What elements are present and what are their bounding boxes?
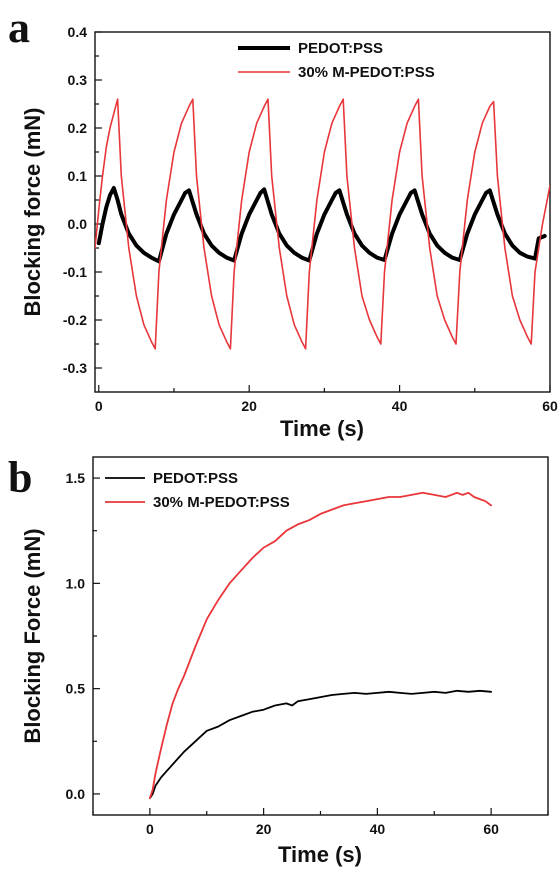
- panel-b-series-lines: [148, 491, 493, 800]
- panel-a-x-tick-label: 0: [95, 398, 103, 414]
- panel-a-series-line-0: [96, 186, 547, 264]
- panel-a-y-axis-title: Blocking force (mN): [20, 107, 45, 316]
- panel-a-series-line-1: [95, 98, 550, 350]
- panel-b-x-tick-label: 40: [370, 821, 386, 837]
- panel-a-y-tick-label: 0.1: [68, 168, 88, 184]
- panel-b-series-line-1: [148, 491, 493, 800]
- panel-b-y-axis-title: Blocking Force (mN): [20, 528, 45, 743]
- panel-b: b 0 20 40 60 0.0 0.5 1.0 1.5 PEDOT:PSS 30% M-PED…: [8, 453, 549, 867]
- panel-a-x-tick-label: 60: [542, 398, 558, 414]
- panel-b-x-tick-label: 20: [256, 821, 272, 837]
- panel-a-x-tick-label: 20: [241, 398, 257, 414]
- panel-a-plot-frame: [94, 31, 551, 393]
- panel-b-legend-label-1: 30% M-PEDOT:PSS: [153, 494, 290, 511]
- panel-a: a 0 20 40 60 -0.3 -0.2 -0.1 0.0 0.1 0.2 0.3 0.4 PED…: [8, 3, 558, 441]
- panel-a-x-tick-label: 40: [392, 398, 408, 414]
- panel-a-y-tick-label: 0.4: [68, 24, 88, 40]
- panel-a-y-tick-label: -0.2: [63, 312, 87, 328]
- panel-a-axis-ticks: [95, 31, 551, 392]
- panel-b-y-tick-label: 1.5: [66, 470, 86, 486]
- panel-b-y-tick-label: 0.0: [66, 786, 86, 802]
- panel-a-letter: a: [8, 3, 30, 52]
- panel-b-series-line-0: [148, 689, 493, 800]
- panel-b-x-tick-label: 60: [483, 821, 499, 837]
- panel-a-y-tick-label: -0.3: [63, 360, 87, 376]
- panel-a-legend-label-0: PEDOT:PSS: [298, 40, 383, 57]
- panel-a-legend-label-1: 30% M-PEDOT:PSS: [298, 64, 435, 81]
- panel-b-legend-label-0: PEDOT:PSS: [153, 470, 238, 487]
- panel-a-tick-labels: 0 20 40 60 -0.3 -0.2 -0.1 0.0 0.1 0.2 0.3 0.4: [63, 24, 558, 414]
- panel-a-x-axis-title: Time (s): [280, 416, 364, 441]
- panel-a-series-lines: [95, 98, 550, 350]
- panel-b-letter: b: [8, 453, 32, 502]
- panel-b-y-tick-label: 1.0: [66, 575, 86, 591]
- panel-b-legend: PEDOT:PSS 30% M-PEDOT:PSS: [105, 470, 290, 511]
- panel-b-axis-ticks: [92, 477, 549, 815]
- panel-a-y-tick-label: -0.1: [63, 264, 87, 280]
- panel-a-y-tick-label: 0.0: [68, 216, 88, 232]
- panel-b-x-tick-label: 0: [146, 821, 154, 837]
- panel-b-x-axis-title: Time (s): [278, 842, 362, 867]
- panel-a-y-tick-label: 0.3: [68, 72, 88, 88]
- panel-b-tick-labels: 0 20 40 60 0.0 0.5 1.0 1.5: [66, 470, 500, 837]
- panel-a-y-tick-label: 0.2: [68, 120, 88, 136]
- panel-b-y-tick-label: 0.5: [66, 681, 86, 697]
- panel-a-legend: PEDOT:PSS 30% M-PEDOT:PSS: [238, 40, 435, 81]
